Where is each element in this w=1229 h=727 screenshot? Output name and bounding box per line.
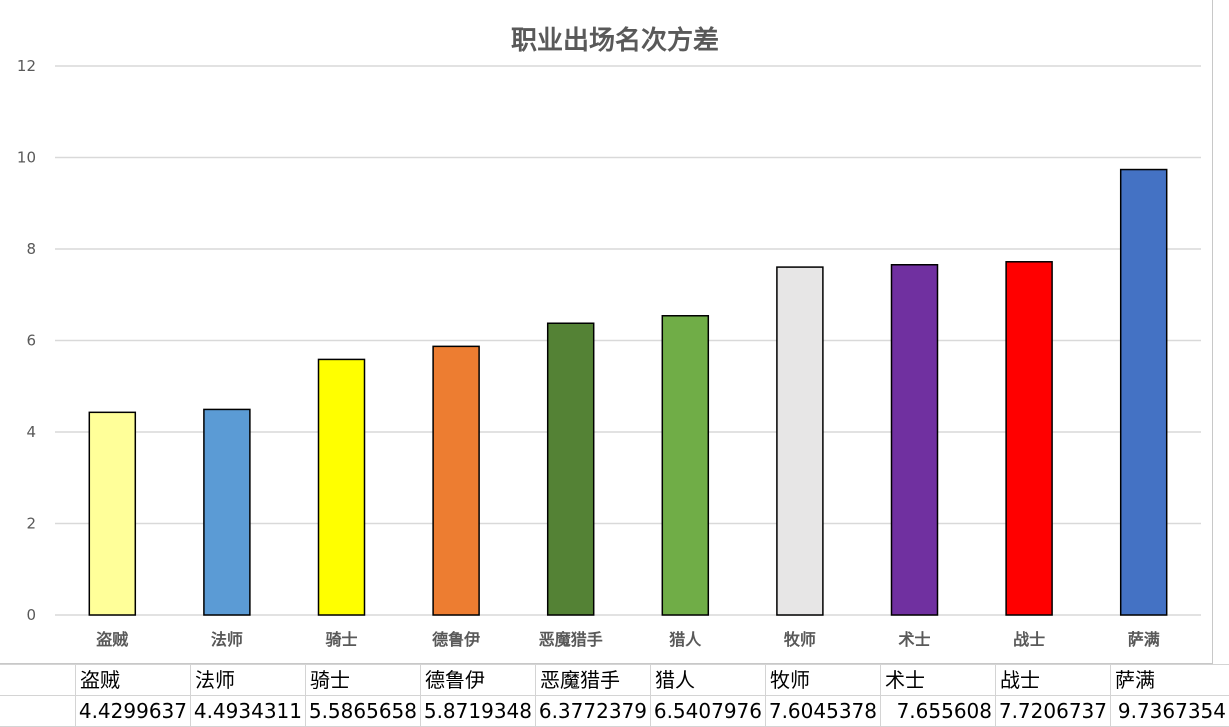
bars (88, 168, 1168, 616)
x-tick-label: 恶魔猎手 (539, 630, 603, 649)
y-tick-label: 10 (17, 149, 36, 167)
y-tick-label: 4 (26, 423, 36, 441)
x-tick-label: 骑士 (325, 630, 357, 649)
chart-title: 职业出场名次方差 (511, 25, 719, 56)
bar-5[interactable] (546, 322, 595, 616)
bar-7[interactable] (776, 266, 824, 616)
x-tick-label: 盗贼 (96, 630, 128, 649)
bar-1[interactable] (88, 411, 137, 616)
table-cell-value[interactable]: 4.4934311 (193, 699, 302, 723)
x-tick-label: 萨满 (1128, 630, 1160, 649)
table-cell-value[interactable]: 9.7367354 (1117, 699, 1226, 723)
table-cell-label[interactable]: 战士 (1000, 668, 1040, 692)
y-tick-label: 12 (17, 57, 36, 75)
bar-9[interactable] (1005, 261, 1053, 616)
table-cell-label[interactable]: 骑士 (310, 668, 350, 692)
table-cell-value[interactable]: 5.5865658 (308, 699, 417, 723)
bar-6[interactable] (661, 315, 710, 616)
x-tick-label: 法师 (211, 630, 243, 649)
y-axis: 0 2 4 6 8 10 12 (17, 57, 36, 624)
x-tick-label: 术士 (897, 630, 930, 649)
table-cell-label[interactable]: 恶魔猎手 (540, 668, 620, 692)
y-tick-label: 0 (26, 606, 36, 624)
y-tick-label: 8 (26, 240, 36, 258)
chart-area[interactable]: 职业出场名次方差 0 2 4 6 8 10 12 盗贼 法师 骑士 德鲁伊 恶魔猎手 猎人 牧师 术士 战士… (0, 0, 1213, 664)
bar-10[interactable] (1119, 168, 1168, 616)
table-cell-value[interactable]: 5.8719348 (423, 699, 532, 723)
table-cell-label[interactable]: 德鲁伊 (425, 668, 485, 692)
x-axis: 盗贼 法师 骑士 德鲁伊 恶魔猎手 猎人 牧师 术士 战士 萨满 (96, 630, 1159, 649)
table-cell-label[interactable]: 术士 (885, 668, 925, 692)
y-tick-label: 6 (26, 332, 36, 350)
row-border (0, 695, 1229, 696)
table-cell-value[interactable]: 7.655608 (896, 699, 992, 723)
bar-4[interactable] (432, 345, 480, 616)
table-cell-value[interactable]: 7.7206737 (998, 699, 1107, 723)
table-cell-label[interactable]: 萨满 (1115, 668, 1155, 692)
bar-8[interactable] (890, 264, 939, 616)
table-cell-value[interactable]: 4.4299637 (78, 699, 187, 723)
table-cell-value[interactable]: 7.6045378 (768, 699, 877, 723)
x-tick-label: 战士 (1013, 630, 1045, 649)
bar-3[interactable] (317, 358, 366, 616)
bar-2[interactable] (203, 408, 251, 616)
data-table: 盗贼 法师 骑士 德鲁伊 恶魔猎手 猎人 牧师 术士 战士 萨满 4.4299637 4.493431… (0, 664, 1229, 727)
table-cell-label[interactable]: 盗贼 (80, 668, 120, 692)
table-cell-label[interactable]: 猎人 (655, 668, 695, 692)
table-cell-label[interactable]: 牧师 (770, 668, 810, 692)
table-cell-value[interactable]: 6.3772379 (538, 699, 647, 723)
table-cell-label[interactable]: 法师 (195, 668, 235, 692)
x-tick-label: 猎人 (669, 630, 702, 649)
table-cell-value[interactable]: 6.5407976 (653, 699, 762, 723)
x-tick-label: 牧师 (784, 630, 816, 649)
x-tick-label: 德鲁伊 (432, 630, 480, 649)
row-border (0, 664, 1229, 665)
y-tick-label: 2 (26, 515, 36, 533)
bar-chart: 职业出场名次方差 0 2 4 6 8 10 12 盗贼 法师 骑士 德鲁伊 恶魔猎手 猎人 牧师 术士 战士… (17, 25, 1201, 649)
